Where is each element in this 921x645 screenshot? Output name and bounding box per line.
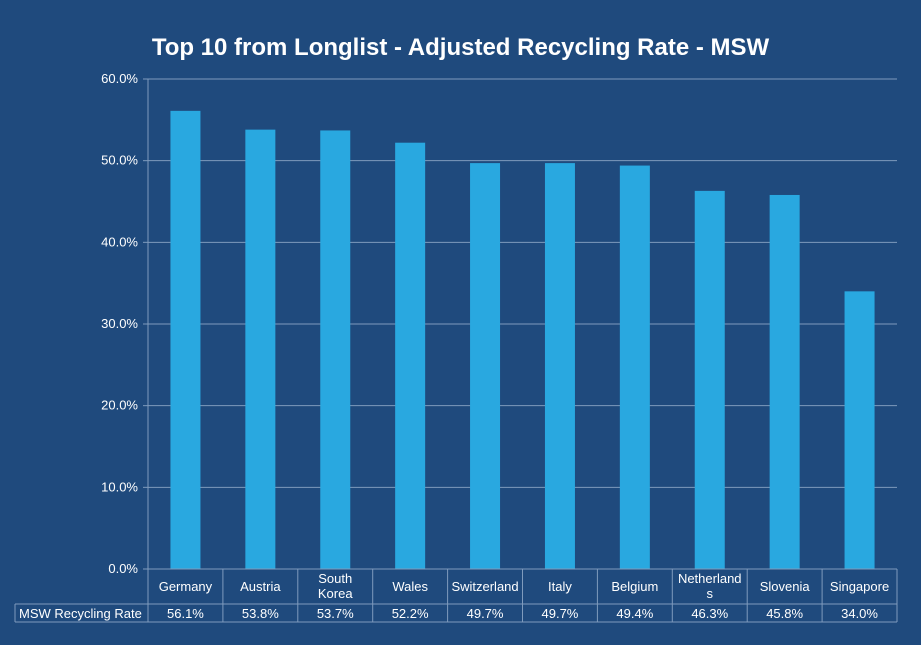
bar [470,163,501,569]
y-tick-label: 0.0% [108,561,138,576]
x-category-label: Belgium [611,579,658,594]
bar [619,165,650,570]
bar [544,163,575,569]
chart-title: Top 10 from Longlist - Adjusted Recyclin… [151,34,770,61]
y-axis: 0.0% 10.0% 20.0% 30.0% 40.0% 50.0% 60.0% [101,71,149,576]
bar [170,110,201,569]
data-table: Germany Austria South Korea Wales Switzerland… [14,568,898,623]
data-label: 46.3% [691,606,728,621]
x-category-label: Germany [159,579,213,594]
data-label: 34.0% [841,606,878,621]
series-label: MSW Recycling Rate [19,606,142,621]
data-label: 49.4% [616,606,653,621]
data-label: 56.1% [167,606,204,621]
x-category-label: Wales [392,579,428,594]
bar [694,190,725,569]
x-category-label: Switzerland [451,579,518,594]
x-category-label: Singapore [830,579,889,594]
x-category-label: Italy [548,579,572,594]
y-tick-label: 20.0% [101,398,138,413]
x-category-label: Netherland s [678,571,742,601]
y-tick-label: 30.0% [101,316,138,331]
y-tick-label: 50.0% [101,153,138,168]
bar [245,129,276,569]
bar [395,142,426,569]
data-label: 49.7% [467,606,504,621]
bar [769,194,800,569]
data-label: 53.7% [317,606,354,621]
data-label: 52.2% [392,606,429,621]
y-tick-label: 10.0% [101,479,138,494]
y-tick-label: 60.0% [101,71,138,86]
x-category-label: Austria [240,579,281,594]
bar [844,291,875,569]
data-label: 49.7% [542,606,579,621]
x-category-label: Slovenia [760,579,811,594]
x-category-label: South Korea [318,571,353,601]
bars [170,110,875,570]
bar [320,130,351,569]
data-label: 53.8% [242,606,279,621]
data-label: 45.8% [766,606,803,621]
y-tick-label: 40.0% [101,234,138,249]
